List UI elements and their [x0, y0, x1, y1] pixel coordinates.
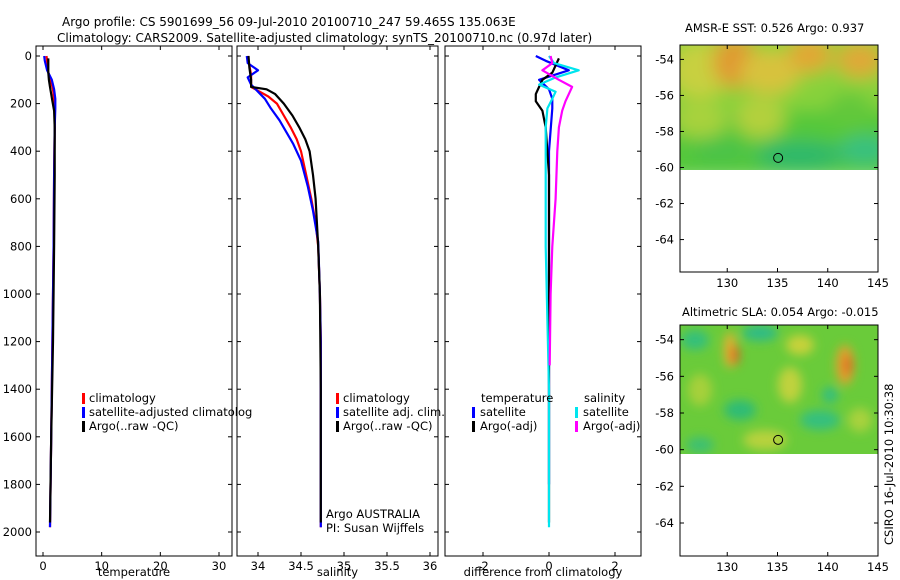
x-tick-label: 130	[716, 276, 738, 290]
sla-map-panel: Altimetric SLA: 0.054 Argo: -0.015 130 135…	[655, 305, 889, 574]
legend-label: satellite	[480, 405, 526, 419]
plot-frame	[444, 45, 642, 557]
sst-map-frame	[679, 44, 879, 273]
y-tick-label: -54	[655, 333, 674, 347]
timestamp-side-label: CSIRO 16-Jul-2010 10:30:38	[882, 384, 896, 545]
legend-label: Argo(-adj)	[583, 419, 640, 433]
legend-swatch	[82, 393, 85, 404]
legend-label: Argo(..raw -QC)	[89, 419, 179, 433]
series-line-salinity-argo-adj	[541, 55, 574, 366]
x-tick-label: 140	[817, 276, 839, 290]
x-axis-label: difference from climatology	[464, 565, 623, 579]
legend-swatch	[336, 421, 339, 432]
x-tick-label: 0	[545, 559, 552, 573]
legend-label: satellite-adjusted climatolog	[89, 405, 252, 419]
temperature-profile-panel: 0 10 20 30 0 200 400 600 800 1000 1200 1400 1600 1800…	[3, 45, 252, 579]
x-tick-label: 20	[153, 559, 168, 573]
plot-frame	[236, 45, 439, 557]
y-tick-label: 1800	[3, 477, 32, 491]
x-tick-label: 10	[94, 559, 109, 573]
figure-title-line1: Argo profile: CS 5901699_56 09-Jul-2010 …	[62, 15, 516, 29]
series-line-argo-raw-qc	[247, 55, 322, 523]
x-tick-label: -2	[477, 559, 488, 573]
x-tick-label: 34	[251, 559, 266, 573]
x-tick-label: 135	[767, 276, 789, 290]
figure-title-line2: Climatology: CARS2009. Satellite-adjuste…	[57, 31, 592, 45]
legend-swatch	[82, 407, 85, 418]
series-line-satellite-adj-clim	[245, 55, 322, 528]
y-tick-label: -62	[655, 197, 674, 211]
legend-swatch	[336, 393, 339, 404]
x-tick-label: 35	[337, 559, 352, 573]
legend-swatch	[575, 421, 578, 432]
x-tick-label: 2	[611, 559, 618, 573]
x-axis-label: temperature	[98, 565, 170, 579]
x-tick-label: 145	[867, 560, 889, 574]
legend-group-title: temperature	[481, 391, 553, 405]
argo-location-marker	[773, 434, 784, 445]
legend-swatch	[336, 407, 339, 418]
x-tick-label: 145	[867, 276, 889, 290]
x-tick-label: 130	[716, 560, 738, 574]
x-tick-label: 135	[767, 560, 789, 574]
sla-heatmap	[680, 325, 878, 454]
y-tick-label: -60	[655, 443, 674, 457]
x-tick-label: 34.5	[288, 559, 314, 573]
y-tick-label: 0	[25, 49, 32, 63]
y-tick-label: -56	[655, 88, 674, 102]
sst-map-panel: AMSR-E SST: 0.526 Argo: 0.937 130 135 140 14…	[655, 21, 889, 290]
y-tick-label: 1000	[3, 287, 32, 301]
x-tick-label: 0	[39, 559, 46, 573]
credit-annotation: Argo AUSTRALIA	[326, 507, 420, 521]
series-line-argo-raw-qc	[47, 58, 56, 523]
y-tick-label: -64	[655, 516, 674, 530]
x-tick-label: 140	[817, 560, 839, 574]
credit-annotation: PI: Susan Wijffels	[326, 521, 424, 535]
y-tick-label: -60	[655, 161, 674, 175]
series-line-salinity-satellite	[537, 55, 580, 528]
legend-group-title: salinity	[584, 391, 625, 405]
legend-label: Argo(-adj)	[480, 419, 537, 433]
y-tick-label: 1200	[3, 335, 32, 349]
plot-frame	[35, 45, 233, 557]
x-axis-label: salinity	[317, 565, 358, 579]
legend-label: satellite	[583, 405, 629, 419]
sla-map-frame	[679, 324, 879, 557]
y-tick-label: 400	[10, 144, 32, 158]
legend-label: Argo(..raw -QC)	[343, 419, 433, 433]
y-tick-label: 2000	[3, 525, 32, 539]
argo-location-marker	[773, 152, 784, 163]
y-tick-label: 600	[10, 192, 32, 206]
legend-swatch	[82, 421, 85, 432]
y-tick-label: -56	[655, 369, 674, 383]
x-tick-label: 36	[423, 559, 438, 573]
legend-swatch	[472, 407, 475, 418]
y-tick-label: -58	[655, 406, 674, 420]
series-line-temperature-argo-adj	[534, 57, 560, 523]
sst-heatmap	[680, 45, 878, 170]
x-tick-label: 35.5	[374, 559, 400, 573]
y-tick-label: -64	[655, 233, 674, 247]
y-tick-label: -54	[655, 52, 674, 66]
x-tick-label: 30	[212, 559, 227, 573]
legend-swatch	[575, 407, 578, 418]
y-tick-label: -62	[655, 479, 674, 493]
y-tick-label: 1600	[3, 430, 32, 444]
y-tick-label: 200	[10, 97, 32, 111]
legend-swatch	[472, 421, 475, 432]
y-tick-label: 800	[10, 239, 32, 253]
y-tick-label: -58	[655, 124, 674, 138]
map-title: AMSR-E SST: 0.526 Argo: 0.937	[685, 21, 864, 35]
map-title: Altimetric SLA: 0.054 Argo: -0.015	[682, 305, 879, 319]
salinity-profile-panel: 34 34.5 35 35.5 36 salinity climatologysatelli…	[236, 45, 445, 579]
legend-label: climatology	[89, 391, 156, 405]
legend-label: climatology	[343, 391, 410, 405]
y-tick-label: 1400	[3, 382, 32, 396]
legend-label: satellite adj. clim.	[343, 405, 445, 419]
